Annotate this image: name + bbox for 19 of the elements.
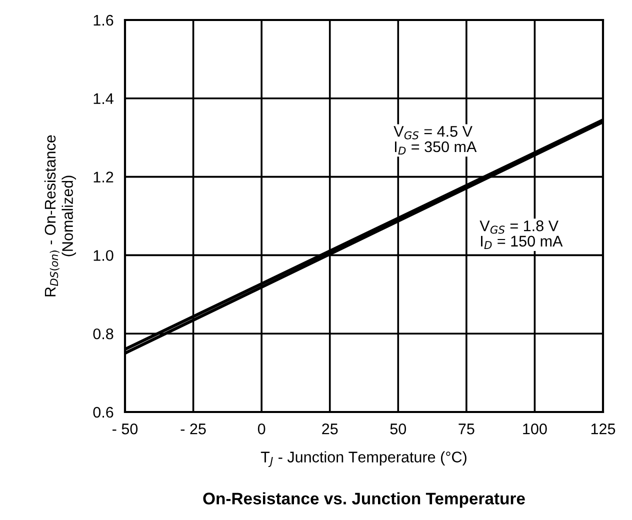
x-tick-label: - 50 <box>112 424 138 434</box>
y-tick-label: 1.2 <box>94 172 114 182</box>
x-tick-label: 100 <box>523 424 547 434</box>
y-tick-label: 1.0 <box>94 250 114 261</box>
x-tick-label: 125 <box>591 424 616 434</box>
x-tick-label: 50 <box>390 424 406 434</box>
x-axis-title: T$_{J}$ - Junction Temperature (°C) <box>260 451 466 467</box>
x-tick-label: 75 <box>458 424 474 434</box>
y-tick-label: 1.6 <box>94 14 114 26</box>
text: V$_{GS}$ = 4.5 V I$_{D}$ = 350 mA <box>394 126 477 155</box>
x-tick-label: - 25 <box>180 424 206 434</box>
x-tick-label: 0 <box>258 424 266 434</box>
y-axis-title: R$_{DS(on)}$ - On-Resistance (Nomalized) <box>44 135 76 296</box>
x-tick-label: 25 <box>322 424 338 434</box>
y-tick-label: 0.8 <box>93 328 114 340</box>
text: V$_{GS}$ = 1.8 V I$_{D}$ = 150 mA <box>480 220 563 249</box>
y-tick-label: 0.6 <box>93 406 114 418</box>
y-tick-label: 1.4 <box>94 93 114 104</box>
text: On-Resistance vs. Junction Temperature <box>203 492 525 508</box>
